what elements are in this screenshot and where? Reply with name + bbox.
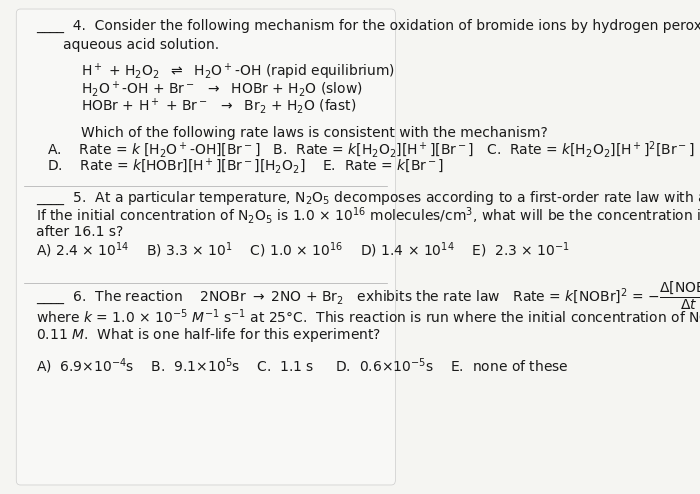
Text: H$_2$O$^+$-OH + Br$^-$  $\rightarrow$  HOBr + H$_2$O (slow): H$_2$O$^+$-OH + Br$^-$ $\rightarrow$ HOB… — [80, 80, 363, 99]
Text: H$^+$ + H$_2$O$_2$  $\rightleftharpoons$  H$_2$O$^+$-OH (rapid equilibrium): H$^+$ + H$_2$O$_2$ $\rightleftharpoons$ … — [80, 62, 395, 82]
Text: after 16.1 s?: after 16.1 s? — [36, 225, 124, 240]
Text: D.    Rate = $k$[HOBr][H$^+$][Br$^-$][H$_2$O$_2$]    E.  Rate = $k$[Br$^-$]: D. Rate = $k$[HOBr][H$^+$][Br$^-$][H$_2$… — [46, 157, 444, 176]
Text: ____  4.  Consider the following mechanism for the oxidation of bromide ions by : ____ 4. Consider the following mechanism… — [36, 19, 700, 33]
Text: If the initial concentration of N$_2$O$_5$ is 1.0 × 10$^{16}$ molecules/cm$^3$, : If the initial concentration of N$_2$O$_… — [36, 205, 700, 226]
Text: Which of the following rate laws is consistent with the mechanism?: Which of the following rate laws is cons… — [80, 126, 547, 140]
Text: 0.11 $M$.  What is one half-life for this experiment?: 0.11 $M$. What is one half-life for this… — [36, 327, 382, 344]
Text: ____  5.  At a particular temperature, N$_2$O$_5$ decomposes according to a firs: ____ 5. At a particular temperature, N$_… — [36, 190, 700, 207]
Text: where $k$ = 1.0 × 10$^{-5}$ $M^{-1}$ s$^{-1}$ at 25°C.  This reaction is run whe: where $k$ = 1.0 × 10$^{-5}$ $M^{-1}$ s$^… — [36, 307, 700, 328]
Text: HOBr + H$^+$ + Br$^-$  $\rightarrow$  Br$_2$ + H$_2$O (fast): HOBr + H$^+$ + Br$^-$ $\rightarrow$ Br$_… — [80, 96, 356, 116]
Text: A)  6.9×10$^{-4}$s    B.  9.1×10$^5$s    C.  1.1 s     D.  0.6×10$^{-5}$s    E. : A) 6.9×10$^{-4}$s B. 9.1×10$^5$s C. 1.1 … — [36, 356, 569, 376]
FancyBboxPatch shape — [16, 9, 395, 485]
Text: A.    Rate = $k$ [H$_2$O$^+$-OH][Br$^-$]   B.  Rate = $k$[H$_2$O$_2$][H$^+$][Br$: A. Rate = $k$ [H$_2$O$^+$-OH][Br$^-$] B.… — [46, 140, 694, 160]
Text: A) 2.4 × 10$^{14}$    B) 3.3 × 10$^1$    C) 1.0 × 10$^{16}$    D) 1.4 × 10$^{14}: A) 2.4 × 10$^{14}$ B) 3.3 × 10$^1$ C) 1.… — [36, 241, 570, 260]
Text: aqueous acid solution.: aqueous acid solution. — [62, 39, 219, 52]
Text: ____  6.  The reaction    2NOBr $\rightarrow$ 2NO + Br$_2$   exhibits the rate l: ____ 6. The reaction 2NOBr $\rightarrow$… — [36, 280, 700, 312]
